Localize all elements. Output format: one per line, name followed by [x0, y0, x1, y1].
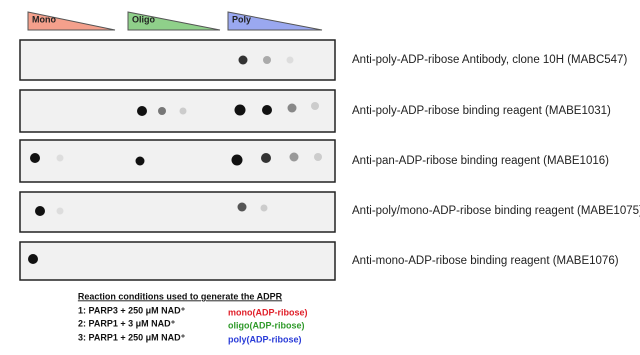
- dot: [314, 153, 322, 161]
- dot: [286, 56, 294, 64]
- dot: [311, 102, 319, 110]
- row-label: Anti-mono-ADP-ribose binding reagent (MA…: [352, 255, 619, 267]
- product: poly(ADP-ribose): [228, 334, 302, 344]
- blot-strip: [19, 241, 336, 281]
- dot: [238, 55, 248, 65]
- row-label: Anti-poly/mono-ADP-ribose binding reagen…: [352, 205, 640, 217]
- dot: [289, 152, 299, 162]
- blot-strip: [19, 89, 336, 133]
- dot: [263, 56, 271, 64]
- condition: 1: PARP3 + 250 μM NAD⁺: [78, 305, 186, 315]
- dots: [28, 55, 322, 264]
- dot: [56, 207, 64, 215]
- row-label: Anti-poly-ADP-ribose binding reagent (MA…: [352, 105, 611, 117]
- legend-title: Reaction conditions used to generate the…: [78, 291, 283, 301]
- dot: [28, 254, 38, 264]
- dot: [158, 107, 166, 115]
- product: oligo(ADP-ribose): [228, 320, 305, 330]
- header-label: Mono: [32, 14, 56, 24]
- dot: [237, 202, 247, 212]
- dot: [135, 156, 145, 166]
- dot: [137, 106, 147, 116]
- dot: [234, 104, 246, 116]
- condition: 2: PARP1 + 3 μM NAD⁺: [78, 318, 176, 328]
- dot: [287, 103, 297, 113]
- mono-triangle: [27, 11, 116, 31]
- blot-strip: [19, 139, 336, 183]
- dot: [231, 154, 243, 166]
- oligo-triangle: [127, 11, 221, 31]
- poly-triangle: [227, 11, 323, 31]
- header-label: Poly: [232, 14, 251, 24]
- dot: [261, 153, 271, 163]
- header-label: Oligo: [132, 14, 155, 24]
- row-label: Anti-pan-ADP-ribose binding reagent (MAB…: [352, 155, 609, 167]
- dot: [260, 204, 268, 212]
- blot-strip: [19, 39, 336, 81]
- dot: [179, 107, 187, 115]
- dot: [56, 154, 64, 162]
- dot: [35, 206, 45, 216]
- dot: [262, 105, 272, 115]
- product: mono(ADP-ribose): [228, 307, 308, 317]
- row-label: Anti-poly-ADP-ribose Antibody, clone 10H…: [352, 54, 627, 66]
- condition: 3: PARP1 + 250 μM NAD⁺: [78, 332, 186, 342]
- dot: [30, 153, 40, 163]
- blot-strip: [19, 191, 336, 233]
